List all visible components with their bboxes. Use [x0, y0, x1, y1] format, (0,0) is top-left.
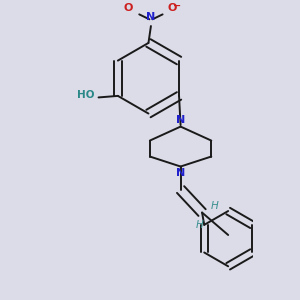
Text: H: H — [211, 201, 219, 211]
Text: N: N — [176, 115, 185, 125]
Text: N: N — [146, 12, 155, 22]
Text: HO: HO — [77, 90, 95, 100]
Text: O: O — [167, 3, 177, 13]
Text: H: H — [196, 220, 203, 230]
Text: N: N — [176, 168, 185, 178]
Text: O: O — [124, 3, 133, 13]
Text: −: − — [173, 1, 181, 11]
